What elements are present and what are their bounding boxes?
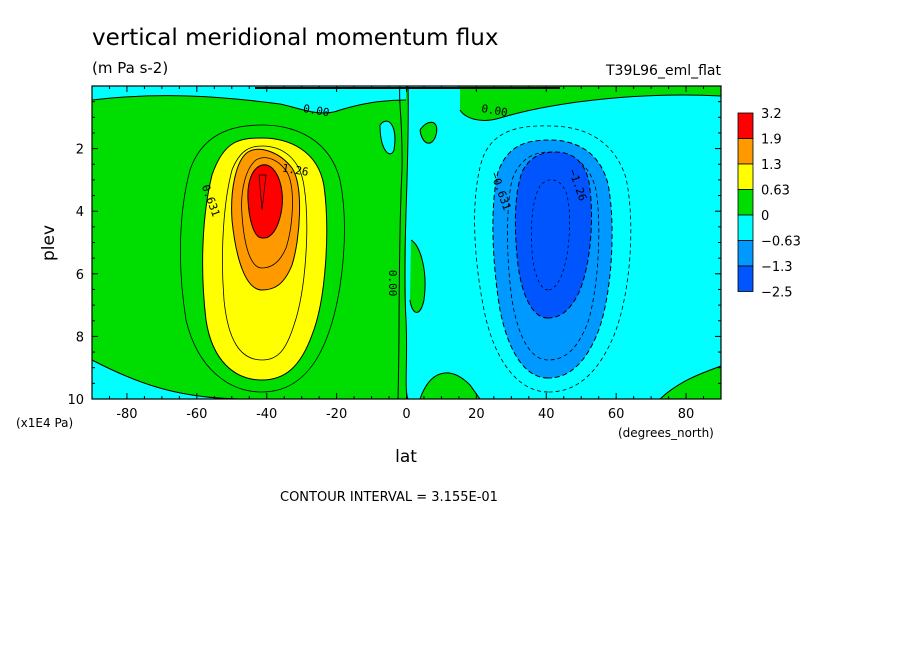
zero-contour-top-right xyxy=(459,94,721,121)
zero-contour-lobe xyxy=(409,239,426,313)
contour-label: 1.26 xyxy=(281,161,309,178)
contour-positive-max xyxy=(247,164,283,239)
contour-interval-note: CONTOUR INTERVAL = 3.155E-01 xyxy=(280,490,498,505)
zero-contour-bottom-center xyxy=(419,372,481,399)
colorbar-label: 0 xyxy=(761,209,769,224)
x-tick-label: 80 xyxy=(678,407,695,422)
x-tick-label: -80 xyxy=(116,407,137,422)
colorbar-label: 1.3 xyxy=(761,158,782,173)
y-tick-label: 4 xyxy=(76,205,84,220)
contour-negative-min xyxy=(514,151,593,319)
contour-negative-core xyxy=(531,179,570,291)
y-axis: 2 4 6 8 10 xyxy=(67,85,721,408)
x-tick-label: -60 xyxy=(186,407,207,422)
bottom-center-fill xyxy=(420,372,480,399)
y-tick-label: 10 xyxy=(67,393,84,408)
y-axis-title: plev xyxy=(39,225,59,261)
zero-contour-equator-left xyxy=(397,86,403,399)
contour-positive-0 xyxy=(180,124,345,393)
chart-title: vertical meridional momentum flux xyxy=(92,25,499,51)
zero-contour-top-left xyxy=(92,95,407,114)
x-axis-title: lat xyxy=(395,447,417,467)
contour-field xyxy=(92,86,721,399)
colorbar-swatch xyxy=(737,189,754,216)
equator-lobe-3 xyxy=(420,122,437,144)
contour-label: 0.00 xyxy=(302,102,330,119)
x-tick-label: -20 xyxy=(326,407,347,422)
colorbar-label: 1.9 xyxy=(761,133,782,148)
contour-negative-0 xyxy=(474,125,632,393)
bottom-left-fill xyxy=(92,360,240,399)
x-units-label: (degrees_north) xyxy=(618,426,714,440)
x-axis: -80 -60 -40 -20 0 20 40 60 80 xyxy=(91,86,722,422)
x-tick-label: 40 xyxy=(538,407,555,422)
colorbar-swatch xyxy=(737,240,754,267)
contour-label: 0.00 xyxy=(480,102,508,119)
y-tick-label: 2 xyxy=(76,143,84,158)
contour-label: 0.00 xyxy=(386,270,399,297)
colorbar-swatch xyxy=(737,214,754,241)
colorbar-label: −1.3 xyxy=(761,260,793,275)
y-tick-label: 6 xyxy=(76,268,84,283)
zero-contour-lobe-2 xyxy=(379,120,396,155)
colorbar: 3.2 1.9 1.3 0.63 0 −0.63 −1.3 −2.5 xyxy=(737,107,801,301)
zero-contour-bottom-left xyxy=(92,359,241,399)
colorbar-label: −0.63 xyxy=(761,235,801,250)
top-band-right xyxy=(460,86,721,121)
equator-lobe-2 xyxy=(380,121,395,154)
colorbar-swatch xyxy=(737,163,754,190)
bottom-right-fill xyxy=(660,366,721,399)
y-units-label: (x1E4 Pa) xyxy=(16,416,73,430)
run-label: T39L96_eml_flat xyxy=(605,63,722,79)
colorbar-label: −2.5 xyxy=(761,286,793,301)
top-band-left xyxy=(92,86,406,114)
zero-contour-equator-right xyxy=(404,86,409,399)
x-tick-label: 60 xyxy=(608,407,625,422)
colorbar-swatch xyxy=(737,265,754,292)
colorbar-label: 0.63 xyxy=(761,184,790,199)
x-tick-label: 20 xyxy=(468,407,485,422)
colorbar-swatch xyxy=(737,112,754,139)
y-tick-label: 8 xyxy=(76,330,84,345)
chart-units: (m Pa s-2) xyxy=(92,59,168,77)
x-tick-label: 0 xyxy=(402,407,410,422)
zero-contour-bottom-right xyxy=(659,365,721,399)
colorbar-swatch xyxy=(737,138,754,165)
contour-positive-peak xyxy=(258,174,267,211)
colorbar-label: 3.2 xyxy=(761,107,782,122)
zero-contour-lobe-3 xyxy=(419,121,438,144)
x-tick-label: -40 xyxy=(256,407,277,422)
